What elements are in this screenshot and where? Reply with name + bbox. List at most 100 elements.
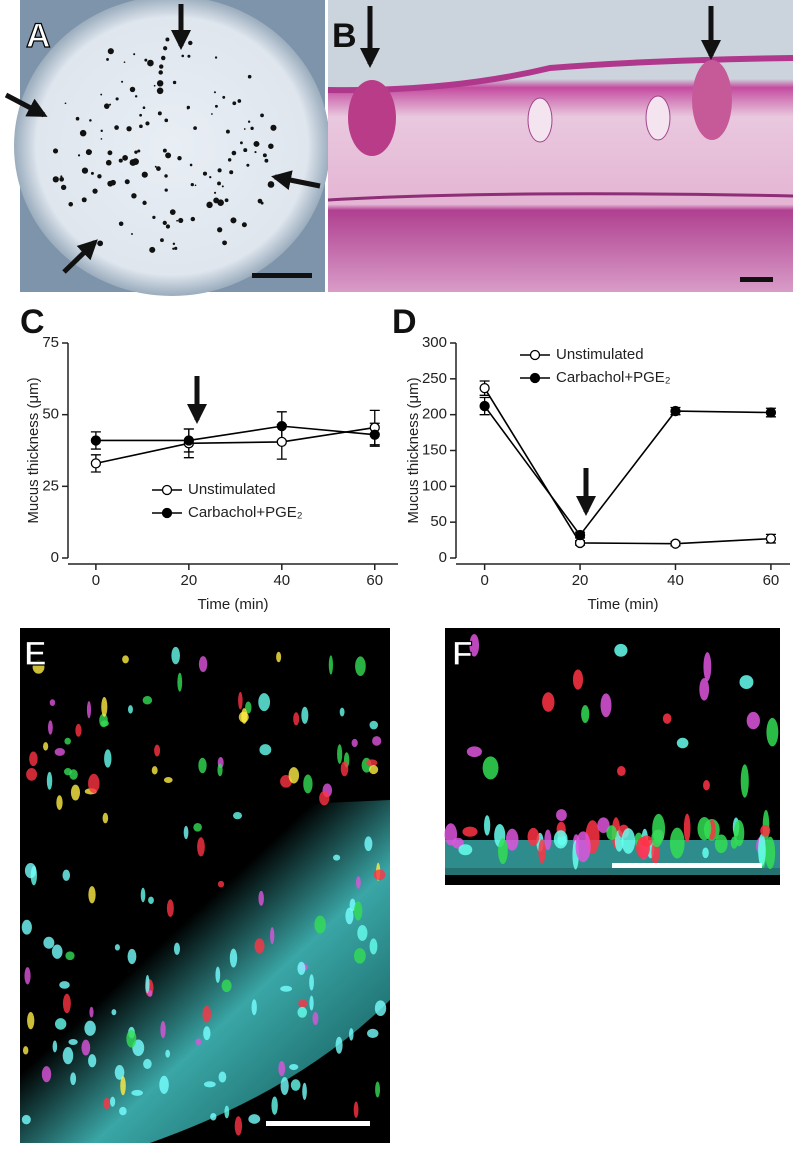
speck (97, 240, 104, 247)
blob (369, 720, 379, 730)
panel-e: E (20, 628, 390, 1143)
speck (144, 58, 148, 62)
blob (65, 951, 75, 961)
speck (134, 150, 138, 154)
blob (195, 1038, 202, 1046)
speck (141, 171, 148, 178)
speck (75, 116, 80, 121)
blob (354, 948, 366, 964)
marker (670, 405, 681, 417)
speck (156, 80, 164, 87)
blob (62, 1047, 74, 1065)
marker (765, 407, 777, 418)
speck (165, 224, 171, 229)
blob (62, 993, 71, 1014)
blob (348, 1028, 354, 1041)
speck (52, 148, 59, 154)
blob (89, 1006, 94, 1018)
blob (120, 1076, 126, 1096)
speck (240, 141, 243, 145)
speck (187, 54, 191, 58)
speck (161, 55, 166, 61)
blob (210, 1112, 217, 1121)
blob (75, 723, 82, 737)
blob (740, 764, 749, 798)
blob (765, 836, 776, 870)
legend-marker (529, 349, 541, 361)
speck (250, 126, 254, 130)
blob (297, 961, 306, 975)
speck (154, 165, 157, 168)
speck (237, 99, 242, 103)
blob (54, 747, 65, 756)
blob (697, 816, 712, 841)
blob (703, 779, 710, 791)
blob (616, 766, 626, 777)
blob (505, 828, 519, 851)
blob (340, 761, 349, 777)
speck (156, 87, 164, 95)
blob (303, 774, 313, 794)
speck (105, 159, 112, 166)
speck (106, 58, 109, 61)
blob (746, 711, 760, 730)
blob (202, 1005, 212, 1023)
speck (202, 171, 208, 176)
speck (206, 201, 213, 209)
blob (101, 697, 108, 717)
y-tick-label: 250 (422, 370, 447, 387)
blob (544, 829, 552, 851)
speck (194, 184, 197, 187)
speck (229, 170, 234, 175)
blob (739, 675, 754, 689)
blob (758, 833, 766, 867)
speck (100, 129, 103, 133)
y-tick-label: 50 (42, 406, 59, 423)
blob (104, 749, 112, 768)
blob (62, 869, 71, 881)
panel-label: F (452, 635, 473, 673)
speck (178, 217, 184, 223)
blob (198, 757, 207, 774)
blob (278, 1060, 286, 1077)
speck (247, 120, 251, 123)
blob (309, 995, 314, 1011)
blob (24, 967, 31, 985)
x-tick-label: 0 (92, 572, 100, 589)
speck (270, 124, 277, 131)
blob (714, 834, 728, 854)
blob (203, 1081, 216, 1088)
speck (189, 163, 193, 167)
blob (183, 825, 189, 840)
blob (353, 901, 363, 921)
blob (69, 769, 78, 780)
speck (79, 129, 87, 137)
blob (110, 1096, 116, 1107)
blob (49, 699, 56, 706)
speck (107, 150, 113, 156)
blob (99, 713, 108, 728)
speck (132, 158, 139, 165)
blob (254, 938, 265, 954)
blob (54, 1018, 67, 1030)
blob (357, 925, 368, 941)
blob (614, 643, 628, 657)
blob (166, 899, 174, 918)
speck (68, 201, 74, 207)
blob (702, 847, 709, 859)
blob (651, 829, 663, 848)
speck (211, 113, 213, 115)
blob (88, 773, 100, 794)
blob (297, 1006, 308, 1018)
blob (258, 693, 271, 712)
blob (469, 633, 480, 657)
speck (115, 97, 119, 101)
speck (163, 46, 168, 51)
blob (159, 1075, 169, 1094)
series-line (483, 405, 771, 537)
y-tick-label: 100 (422, 477, 447, 494)
speck (139, 113, 142, 117)
y-tick-label: 300 (422, 334, 447, 351)
blob (224, 1105, 230, 1119)
speck (122, 155, 128, 161)
